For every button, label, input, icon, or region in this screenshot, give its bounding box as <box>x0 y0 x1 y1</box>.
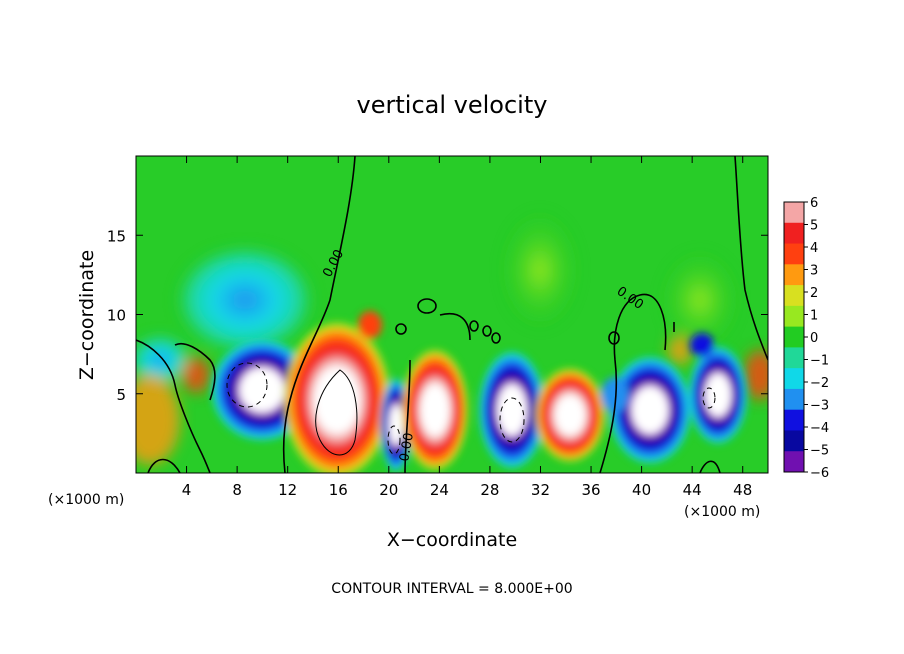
x-unit-left: (×1000 m) <box>48 492 124 508</box>
solid-inner-contours <box>315 369 358 456</box>
colorbar-label: −2 <box>810 376 829 391</box>
chart-title: vertical velocity <box>357 91 548 119</box>
x-tick-label: 40 <box>632 481 651 499</box>
colorbar-label: −5 <box>810 444 829 459</box>
colorbar-swatch <box>784 222 804 245</box>
x-tick-label: 44 <box>683 481 702 499</box>
x-axis-label: X−coordinate <box>387 529 517 551</box>
colorbar-swatch <box>784 326 804 348</box>
colorbar-swatch <box>784 409 804 431</box>
colorbar-label: −6 <box>810 466 829 481</box>
x-tick-label: 24 <box>430 481 449 499</box>
colorbar-label: 0 <box>810 331 818 346</box>
zero-contours <box>136 156 768 473</box>
colorbar-label: 6 <box>810 196 818 211</box>
y-axis-ticks: 5 10 15 <box>107 227 768 404</box>
x-tick-label: 32 <box>531 481 550 499</box>
colorbar-label: 3 <box>810 264 818 279</box>
dashed-contours <box>226 362 716 455</box>
colorbar-swatch <box>784 264 804 286</box>
x-unit-right: (×1000 m) <box>684 504 760 520</box>
x-tick-label: 4 <box>182 481 192 499</box>
colorbar-swatch <box>784 243 804 265</box>
colorbar-swatch <box>784 430 804 452</box>
colorbar-swatch <box>784 305 804 328</box>
contour-interval-note: CONTOUR INTERVAL = 8.000E+00 <box>331 581 572 597</box>
y-axis-label: Z−coordinate <box>76 250 98 380</box>
colorbar-swatch <box>784 285 804 307</box>
colorbar-swatch <box>784 388 804 411</box>
colorbar-label: 4 <box>810 241 818 256</box>
colorbar-label: 5 <box>810 219 818 234</box>
y-tick-label: 15 <box>107 227 126 245</box>
y-tick-label: 5 <box>116 386 126 404</box>
x-tick-label: 12 <box>278 481 297 499</box>
velocity-field <box>136 156 768 473</box>
y-tick-label: 10 <box>107 307 126 325</box>
colorbar-label: −4 <box>810 421 829 436</box>
colorbar-label: −1 <box>810 354 829 369</box>
x-tick-label: 28 <box>480 481 499 499</box>
colorbar: 6 5 4 3 2 1 0 −1 −2 −3 −4 −5 −6 <box>783 196 829 481</box>
contour-label-2: 0.00 <box>397 432 417 463</box>
x-tick-label: 36 <box>581 481 600 499</box>
x-axis-ticks: 4 8 12 16 20 24 28 32 36 40 44 48 <box>182 156 752 499</box>
colorbar-label: 2 <box>810 286 818 301</box>
x-tick-label: 20 <box>379 481 398 499</box>
colorbar-label: −3 <box>810 399 829 414</box>
x-tick-label: 48 <box>733 481 752 499</box>
colorbar-swatch <box>784 368 804 390</box>
colorbar-swatch <box>784 347 804 369</box>
colorbar-swatch <box>784 202 804 224</box>
colorbar-label: 1 <box>810 309 818 324</box>
x-tick-label: 16 <box>329 481 348 499</box>
x-tick-label: 8 <box>232 481 242 499</box>
colorbar-swatch <box>784 451 804 473</box>
